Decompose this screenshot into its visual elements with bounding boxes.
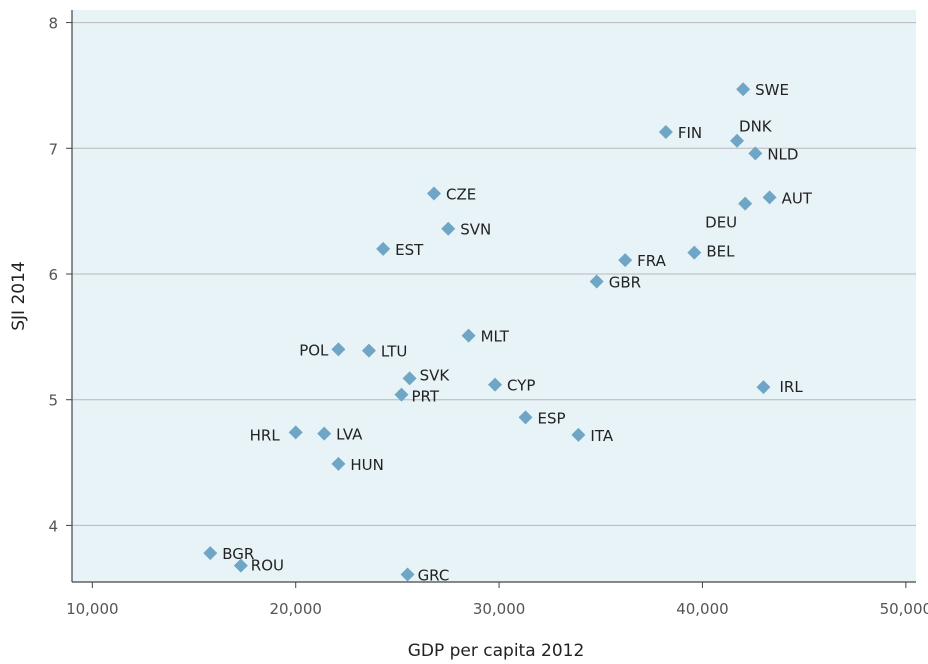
- point-label-mlt: MLT: [481, 328, 510, 346]
- x-axis-label: GDP per capita 2012: [408, 641, 585, 661]
- point-label-ita: ITA: [590, 427, 613, 445]
- point-marker-ita: [571, 427, 586, 442]
- point-label-pol: POL: [299, 341, 329, 359]
- grid-lines: [72, 22, 916, 526]
- point-marker-mlt: [461, 328, 476, 343]
- point-marker-dnk: [730, 133, 745, 148]
- point-marker-fra: [618, 253, 633, 268]
- x-tick-label: 40,000: [676, 600, 729, 618]
- point-label-svn: SVN: [460, 221, 491, 239]
- point-marker-irl: [756, 380, 771, 395]
- point-label-hun: HUN: [350, 456, 383, 474]
- x-tick-label: 10,000: [66, 600, 119, 618]
- point-label-esp: ESP: [538, 409, 566, 427]
- point-label-rou: ROU: [251, 557, 284, 575]
- point-marker-est: [376, 241, 391, 256]
- point-marker-bgr: [203, 546, 218, 561]
- x-axis-ticks: 10,000 20,000 30,000 40,000 50,000: [66, 582, 928, 618]
- x-tick-label: 20,000: [269, 600, 322, 618]
- point-label-nld: NLD: [767, 145, 798, 163]
- y-axis-label: SJI 2014: [9, 261, 29, 331]
- y-tick-label: 4: [48, 517, 58, 535]
- x-tick-label: 30,000: [473, 600, 526, 618]
- point-marker-prt: [394, 387, 409, 402]
- point-label-swe: SWE: [755, 81, 789, 99]
- point-marker-svk: [402, 371, 417, 386]
- y-tick-label: 7: [48, 140, 58, 158]
- data-points: SWE FIN DNK NLD AUT DEU CZE SVN EST BEL FRA GBR MLT P…: [203, 81, 813, 584]
- y-tick-label: 8: [48, 15, 58, 33]
- point-marker-grc: [400, 567, 415, 582]
- point-label-hrl: HRL: [250, 426, 281, 444]
- point-marker-hrl: [288, 425, 303, 440]
- point-marker-rou: [233, 558, 248, 573]
- point-marker-ltu: [361, 343, 376, 358]
- point-marker-swe: [736, 82, 751, 97]
- point-label-deu: DEU: [705, 214, 737, 232]
- y-tick-label: 6: [48, 266, 58, 284]
- point-marker-svn: [441, 221, 456, 236]
- point-marker-gbr: [589, 274, 604, 289]
- point-label-lva: LVA: [336, 426, 363, 444]
- point-label-bgr: BGR: [222, 545, 254, 563]
- y-tick-label: 5: [48, 392, 58, 410]
- plot-area: [72, 10, 916, 582]
- point-marker-deu: [738, 196, 753, 211]
- point-label-aut: AUT: [782, 189, 813, 207]
- point-label-gbr: GBR: [609, 274, 641, 292]
- point-marker-cze: [427, 186, 442, 201]
- point-label-irl: IRL: [779, 378, 803, 396]
- point-label-est: EST: [395, 241, 424, 259]
- point-marker-bel: [687, 245, 702, 260]
- point-marker-lva: [317, 426, 332, 441]
- point-marker-hun: [331, 456, 346, 471]
- point-label-grc: GRC: [418, 566, 450, 584]
- x-tick-label: 50,000: [880, 600, 928, 618]
- point-label-cze: CZE: [446, 186, 476, 204]
- point-label-svk: SVK: [420, 366, 451, 384]
- point-marker-pol: [331, 342, 346, 357]
- point-marker-esp: [518, 410, 533, 425]
- point-marker-cyp: [488, 377, 503, 392]
- point-marker-nld: [748, 146, 763, 161]
- point-label-bel: BEL: [706, 243, 735, 261]
- point-label-fin: FIN: [678, 124, 702, 142]
- y-axis-ticks: 4 5 6 7 8: [48, 15, 72, 535]
- point-label-dnk: DNK: [739, 118, 773, 136]
- point-label-prt: PRT: [411, 388, 439, 406]
- point-label-ltu: LTU: [381, 343, 407, 361]
- point-marker-aut: [762, 190, 777, 205]
- point-label-cyp: CYP: [507, 377, 535, 395]
- point-marker-fin: [658, 124, 673, 139]
- point-label-fra: FRA: [637, 252, 666, 270]
